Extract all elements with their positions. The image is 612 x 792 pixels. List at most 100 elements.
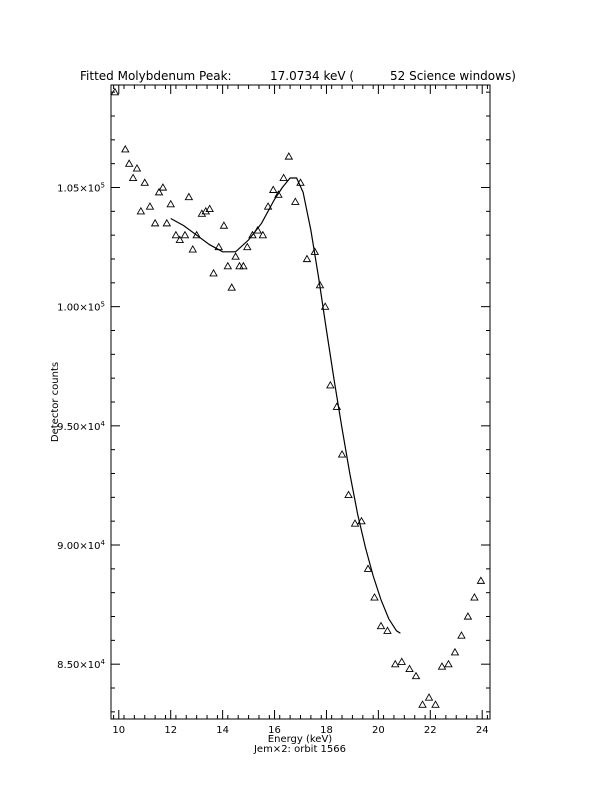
data-point xyxy=(248,230,257,239)
fit-curve-series xyxy=(170,177,401,634)
data-point xyxy=(243,242,252,251)
y-tick-mantissa: 9.00×10 xyxy=(57,541,100,552)
y-tick-exponent: 4 xyxy=(101,539,106,547)
data-point xyxy=(239,261,248,270)
data-point xyxy=(197,209,207,217)
data-point xyxy=(357,516,366,525)
data-point xyxy=(205,204,214,213)
data-point xyxy=(390,659,400,668)
y-axis-ticks xyxy=(111,91,490,713)
data-point xyxy=(158,183,168,191)
data-point xyxy=(405,664,414,673)
data-point xyxy=(457,631,466,639)
data-point xyxy=(145,202,155,210)
data-point xyxy=(450,647,460,656)
data-point xyxy=(219,221,229,229)
data-point xyxy=(344,490,353,499)
y-tick-label: 1.00×105 xyxy=(57,301,105,314)
data-point xyxy=(175,235,185,243)
data-point xyxy=(231,252,240,260)
data-point xyxy=(310,247,320,255)
data-point xyxy=(363,564,373,572)
data-point xyxy=(337,450,347,458)
data-point xyxy=(263,202,273,210)
y-tick-exponent: 4 xyxy=(101,420,106,428)
data-point xyxy=(180,230,190,239)
data-point xyxy=(184,192,194,201)
data-point xyxy=(258,230,268,239)
data-point xyxy=(424,693,434,701)
y-tick-exponent: 5 xyxy=(101,181,105,189)
x-tick-label: 14 xyxy=(216,725,229,736)
y-tick-mantissa: 8.50×10 xyxy=(57,660,100,671)
y-tick-label: 8.50×104 xyxy=(57,658,105,671)
data-point xyxy=(320,302,330,310)
data-point xyxy=(136,206,146,215)
data-point xyxy=(166,199,175,208)
data-point xyxy=(370,593,379,601)
data-point xyxy=(192,230,201,239)
y-tick-mantissa: 9.50×10 xyxy=(57,422,100,433)
x-tick-label: 22 xyxy=(424,725,437,736)
data-point xyxy=(291,197,300,205)
data-point xyxy=(188,245,198,253)
x-tick-label: 18 xyxy=(320,725,333,736)
data-point xyxy=(121,144,130,153)
x-axis-ticks xyxy=(113,85,488,719)
x-axis-tick-labels: 10 12 14 16 18 20 22 24 xyxy=(112,725,488,736)
data-point xyxy=(284,152,294,160)
x-tick-label: 16 xyxy=(268,725,281,736)
data-point xyxy=(470,593,479,601)
data-point xyxy=(154,187,164,196)
data-point xyxy=(128,173,138,182)
y-tick-exponent: 4 xyxy=(101,658,106,666)
x-tick-label: 12 xyxy=(164,725,177,736)
x-tick-label: 24 xyxy=(476,725,489,736)
data-point xyxy=(326,380,335,389)
y-tick-label: 9.50×104 xyxy=(57,420,105,433)
chart-title: Fitted Molybdenum Peak: xyxy=(80,69,232,83)
data-point xyxy=(140,178,150,186)
y-tick-exponent: 5 xyxy=(101,301,105,309)
data-point xyxy=(110,87,120,96)
data-point xyxy=(268,185,278,193)
footer-label: Jem×2: orbit 1566 xyxy=(253,744,346,755)
data-point xyxy=(201,206,211,215)
data-point xyxy=(437,662,447,670)
data-point xyxy=(132,164,142,172)
data-point xyxy=(376,621,386,630)
x-axis-label: Energy (keV) xyxy=(268,734,333,745)
y-axis-label: Detector counts xyxy=(50,362,61,442)
data-point xyxy=(431,700,440,708)
y-tick-label: 1.05×105 xyxy=(57,181,105,194)
data-point xyxy=(279,173,288,182)
data-point xyxy=(150,218,160,227)
data-point xyxy=(397,657,407,665)
data-point xyxy=(296,178,305,186)
data-point xyxy=(274,190,283,198)
data-point xyxy=(383,626,392,634)
chart-title-windows: 52 Science windows) xyxy=(390,69,516,83)
data-point xyxy=(463,612,473,620)
data-points-series xyxy=(110,87,486,708)
data-point xyxy=(209,268,218,277)
data-point xyxy=(227,283,236,291)
y-tick-label: 9.00×104 xyxy=(57,539,105,552)
y-tick-mantissa: 1.00×10 xyxy=(57,303,100,314)
data-point xyxy=(418,700,427,708)
data-point xyxy=(332,402,342,410)
data-point xyxy=(223,261,233,270)
data-point xyxy=(124,159,134,167)
chart-title-value: 17.0734 keV ( xyxy=(270,69,354,83)
data-point xyxy=(444,659,453,668)
data-point xyxy=(302,254,312,263)
data-point xyxy=(411,671,421,680)
data-point xyxy=(214,242,224,251)
x-tick-label: 20 xyxy=(372,725,385,736)
y-tick-mantissa: 1.05×10 xyxy=(57,183,100,194)
data-point xyxy=(253,225,262,234)
x-tick-label: 10 xyxy=(112,725,125,736)
data-point xyxy=(315,280,325,289)
